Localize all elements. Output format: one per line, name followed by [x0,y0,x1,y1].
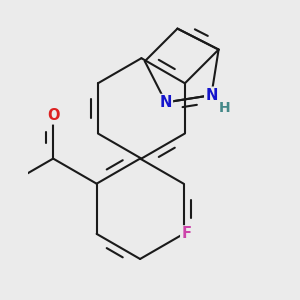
Text: F: F [181,226,191,242]
Text: N: N [205,88,218,103]
Text: H: H [219,101,230,115]
Text: O: O [47,108,59,123]
Text: N: N [160,95,172,110]
